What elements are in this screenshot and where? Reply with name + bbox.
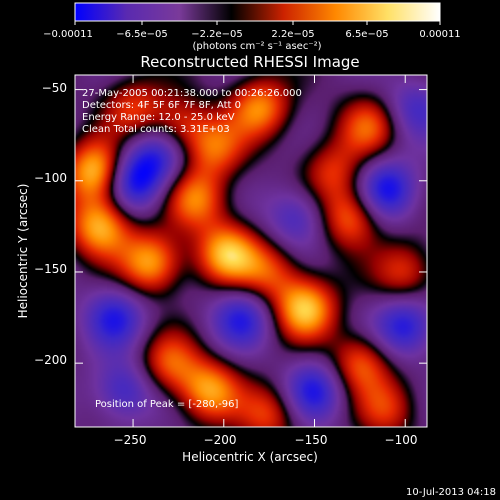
x-tick-labels: −250 −200 −150 −100 [114,433,418,447]
y-axis-ticks [75,89,427,364]
colorbar-tick-marks [74,21,441,25]
plot-frame [74,74,428,428]
colorbar [74,2,441,22]
y-tick-label: −150 [34,262,67,276]
annotation-clean-counts: Clean Total counts: 3.31E+03 [82,124,230,135]
x-tick-label: −250 [114,433,147,447]
x-axis-ticks [132,75,406,427]
y-tick-label: −200 [34,353,67,367]
annotation-energy-range: Energy Range: 12.0 - 25.0 keV [82,112,235,123]
x-axis-label: Heliocentric X (arcsec) [182,450,318,464]
peak-position-label: Position of Peak = [-280,-96] [95,399,239,410]
observation-info: 27-May-2005 00:21:38.000 to 00:26:26.000… [82,88,302,135]
colorbar-tick-label: 2.2e−05 [271,29,314,40]
x-tick-label: −150 [295,433,328,447]
colorbar-tick-labels: −0.00011 −6.5e−05 −2.2e−05 2.2e−05 6.5e−… [43,29,461,40]
x-tick-label: −100 [385,433,418,447]
annotation-detectors: Detectors: 4F 5F 6F 7F 8F, Att 0 [82,100,241,111]
y-tick-label: −50 [42,81,67,95]
colorbar-unit-label: (photons cm⁻² s⁻¹ asec⁻²) [192,41,321,52]
heatmap-image [75,75,427,427]
chart-title: Reconstructed RHESSI Image [140,53,359,71]
colorbar-tick-label: 0.00011 [419,29,460,40]
colorbar-tick-label: −2.2e−05 [191,29,243,40]
y-tick-label: −100 [34,171,67,185]
colorbar-tick-label: −6.5e−05 [116,29,168,40]
colorbar-tick-label: 6.5e−05 [345,29,388,40]
footer-timestamp: 10-Jul-2013 04:18 [406,487,496,498]
x-tick-label: −200 [204,433,237,447]
annotation-time-range: 27-May-2005 00:21:38.000 to 00:26:26.000 [82,88,302,99]
y-axis-label: Heliocentric Y (arcsec) [16,184,30,319]
colorbar-tick-label: −0.00011 [43,29,93,40]
heatmap-canvas [75,75,427,427]
y-tick-labels: −50 −100 −150 −200 [34,81,67,367]
